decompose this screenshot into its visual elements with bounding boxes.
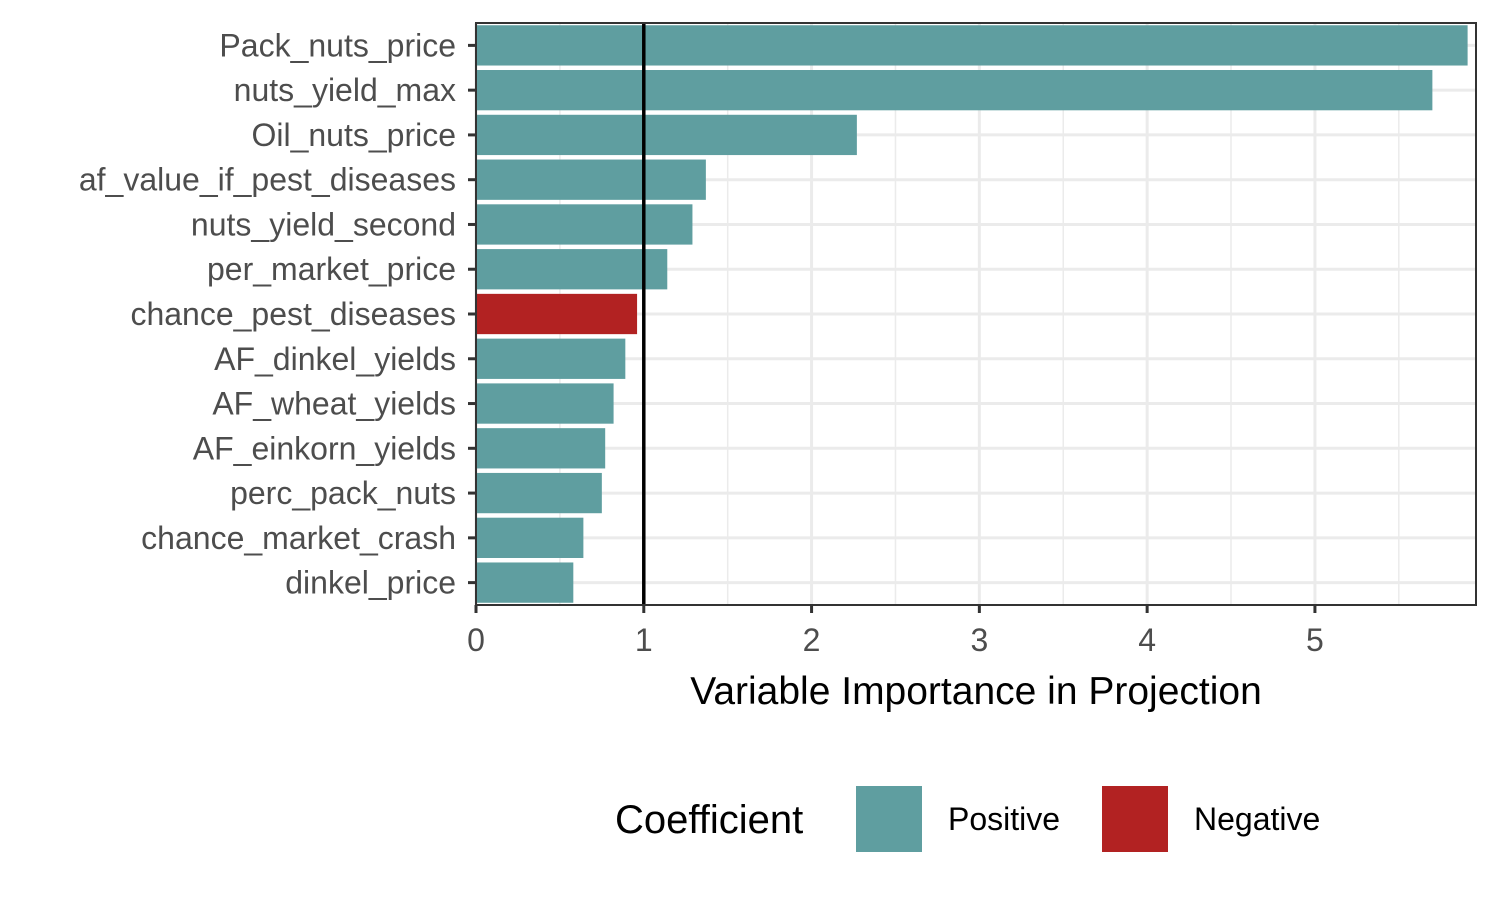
x-tick-label: 3 [970, 622, 988, 658]
y-tick-label: AF_wheat_yields [212, 386, 456, 422]
legend-label-negative: Negative [1194, 801, 1320, 837]
legend: Coefficient Positive Negative [615, 786, 1320, 852]
y-tick-label: perc_pack_nuts [230, 475, 456, 511]
x-tick-label: 4 [1138, 622, 1156, 658]
bar-nuts_yield_max [476, 70, 1433, 111]
x-tick-label: 5 [1306, 622, 1324, 658]
y-tick-label: Oil_nuts_price [251, 117, 456, 153]
x-tick-label: 2 [803, 622, 821, 658]
y-tick-label: chance_market_crash [141, 520, 456, 556]
y-tick-label: dinkel_price [285, 565, 456, 601]
legend-label-positive: Positive [948, 801, 1060, 837]
y-tick-label: AF_einkorn_yields [193, 430, 456, 466]
x-tick-label: 0 [467, 622, 485, 658]
y-tick-label: chance_pest_diseases [130, 296, 456, 332]
bar-AF_wheat_yields [476, 383, 614, 424]
legend-swatch-positive [856, 786, 922, 852]
bar-Pack_nuts_price [476, 25, 1468, 66]
bar-af_value_if_pest_diseases [476, 159, 706, 200]
y-tick-label: af_value_if_pest_diseases [79, 162, 456, 198]
bar-Oil_nuts_price [476, 114, 857, 156]
bars [476, 25, 1468, 603]
bar-per_market_price [476, 249, 668, 290]
legend-swatch-negative [1102, 786, 1168, 852]
y-tick-label: per_market_price [207, 251, 456, 287]
x-axis: 0 1 2 3 4 5 [467, 605, 1324, 658]
bar-dinkel_price [476, 562, 574, 603]
legend-title: Coefficient [615, 798, 803, 842]
y-tick-label: nuts_yield_second [191, 206, 456, 242]
bar-AF_einkorn_yields [476, 428, 606, 469]
bar-perc_pack_nuts [476, 472, 602, 514]
bar-AF_dinkel_yields [476, 338, 626, 379]
y-tick-label: Pack_nuts_price [219, 27, 456, 63]
x-tick-label: 1 [635, 622, 653, 658]
y-axis: Pack_nuts_price nuts_yield_max Oil_nuts_pr… [79, 27, 476, 601]
bar-nuts_yield_second [476, 204, 693, 245]
bar-chance_market_crash [476, 517, 584, 558]
y-tick-label: AF_dinkel_yields [214, 341, 456, 377]
bar-chance_pest_diseases [476, 293, 638, 335]
y-tick-label: nuts_yield_max [234, 72, 456, 108]
x-axis-title: Variable Importance in Projection [690, 670, 1262, 713]
